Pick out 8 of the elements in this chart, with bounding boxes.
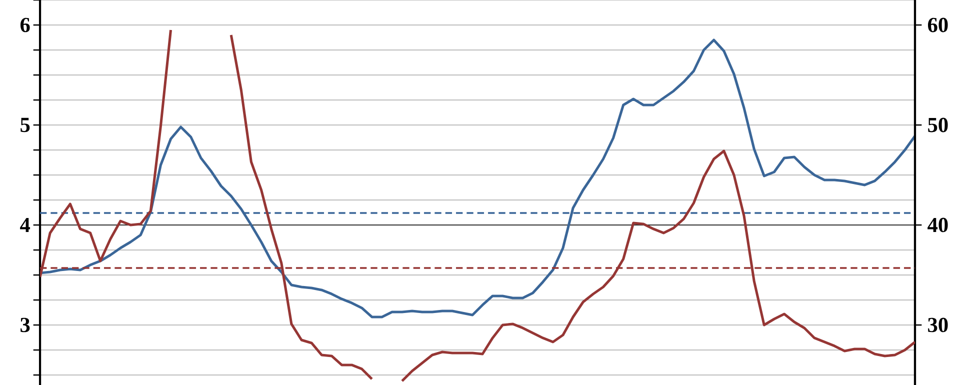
- y-tick-label: 5: [20, 118, 30, 132]
- y2-tick-label: 60: [928, 18, 948, 32]
- y-tick-label: 3: [20, 318, 30, 332]
- y-tick-label: 6: [20, 18, 30, 32]
- y2-tick-label: 50: [928, 118, 948, 132]
- y2-tick-label: 30: [928, 318, 948, 332]
- y-tick-label: 4: [20, 218, 30, 232]
- y2-tick-label: 40: [928, 218, 948, 232]
